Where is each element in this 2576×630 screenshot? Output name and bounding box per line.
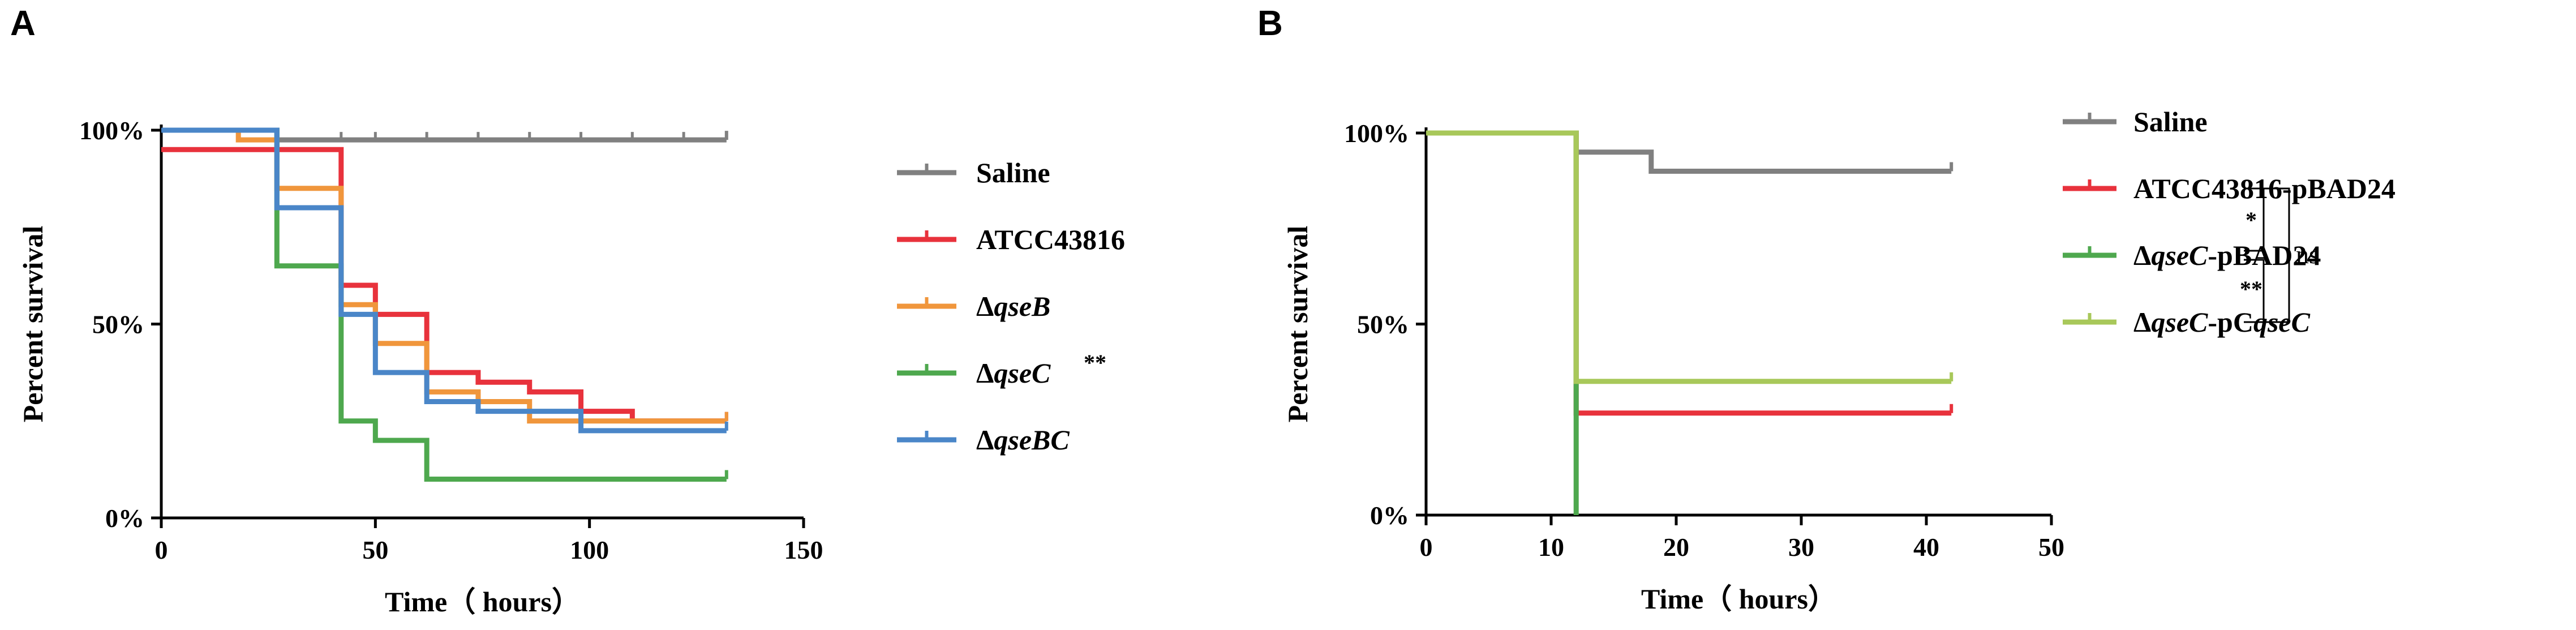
x-tick-label: 30 <box>1788 533 1814 562</box>
significance-label: ns <box>2296 240 2319 269</box>
legend-label-italic: qseC <box>2151 306 2208 338</box>
x-axis-title: Time（ hours） <box>1641 583 1836 615</box>
x-tick-label: 0 <box>1420 533 1433 562</box>
legend-label-italic: qseC <box>994 357 1051 389</box>
significance-bracket <box>2264 187 2290 323</box>
legend-label-part: ATCC43816 <box>976 224 1125 255</box>
y-tick-label: 100% <box>1344 119 1409 148</box>
legend-label-part: Saline <box>2133 106 2208 138</box>
legend-label-italic: qseC <box>2151 239 2208 271</box>
survival-curve <box>161 127 727 434</box>
legend-label: ΔqseC <box>976 357 1051 389</box>
legend-label: ΔqseB <box>976 290 1050 322</box>
legend-label: ΔqseC-pBAD24 <box>2133 239 2321 271</box>
legend-label-italic: qseB <box>994 290 1050 322</box>
x-tick-label: 150 <box>784 535 823 564</box>
legend-label-part: Saline <box>976 157 1050 188</box>
panel-a-chart: 0 50 100 150 0% 50% 100% Time（ hours） Percent su… <box>17 116 1125 618</box>
legend-label: ΔqseBC <box>976 424 1070 456</box>
legend-label: Saline <box>2133 106 2208 138</box>
x-tick-label: 50 <box>362 535 388 564</box>
survival-curve <box>1426 130 1952 416</box>
x-tick-label: 20 <box>1663 533 1689 562</box>
panel-a-letter: A <box>10 4 36 43</box>
survival-curve <box>161 127 727 482</box>
survival-curve <box>1426 130 1952 384</box>
survival-curve <box>1426 130 1952 174</box>
significance-label: * <box>2246 207 2257 233</box>
x-tick-label: 10 <box>1538 533 1564 562</box>
y-tick-label: 50% <box>1357 310 1409 339</box>
legend-label-part: Δ <box>976 424 994 456</box>
x-tick-label: 40 <box>1913 533 1939 562</box>
y-tick-label: 100% <box>79 116 144 145</box>
x-tick-label: 100 <box>570 535 609 564</box>
x-tick-label: 50 <box>2038 533 2064 562</box>
legend-label-part: Δ <box>2133 239 2151 271</box>
significance-bracket <box>2244 259 2265 323</box>
significance-bracket <box>2244 187 2265 252</box>
y-axis-title: Percent survival <box>17 226 49 423</box>
legend-label-part: Δ <box>976 290 994 322</box>
legend-label: ATCC43816 <box>976 224 1125 255</box>
y-tick-label: 0% <box>105 504 144 533</box>
panel-b-chart: 0 10 20 30 40 50 0% 50% 100% Time（ hours） Percent … <box>1282 106 2395 615</box>
x-axis-title: Time（ hours） <box>385 586 580 618</box>
significance-label: ** <box>1084 350 1106 375</box>
legend-label-italic: qseBC <box>994 424 1070 456</box>
significance-label: ** <box>2240 276 2262 302</box>
survival-curve <box>1426 130 1579 515</box>
panel-b-letter: B <box>1257 4 1283 43</box>
y-tick-label: 0% <box>1370 501 1409 530</box>
legend-label-part: Δ <box>976 357 994 389</box>
legend-label: Saline <box>976 157 1050 188</box>
legend-label-part: Δ <box>2133 306 2151 338</box>
survival-curve <box>161 147 727 424</box>
x-tick-label: 0 <box>155 535 168 564</box>
y-tick-label: 50% <box>92 310 144 339</box>
y-axis-title: Percent survival <box>1282 226 1313 423</box>
survival-curve <box>161 127 727 424</box>
